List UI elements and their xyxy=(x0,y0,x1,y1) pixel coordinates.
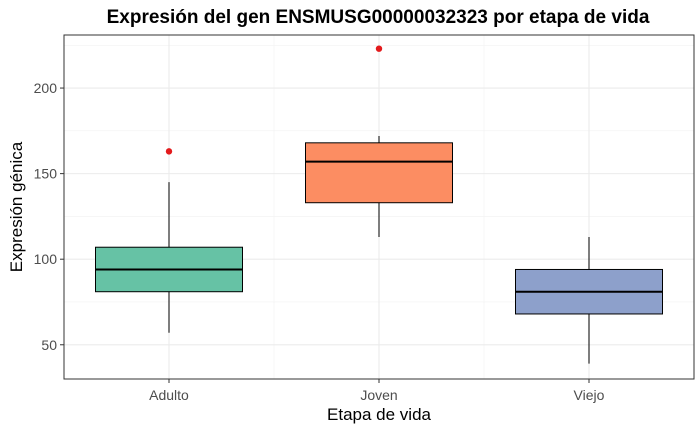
x-tick-label: Adulto xyxy=(149,387,189,403)
x-axis-title: Etapa de vida xyxy=(327,405,432,424)
y-tick-label: 150 xyxy=(34,166,58,182)
y-axis-title: Expresión génica xyxy=(7,141,26,272)
y-tick-label: 50 xyxy=(41,337,57,353)
outlier-point xyxy=(165,148,173,155)
y-tick-label: 200 xyxy=(34,80,58,96)
box-viejo xyxy=(515,236,663,364)
outlier-point xyxy=(375,45,383,52)
box-joven xyxy=(305,45,453,237)
x-tick-label: Viejo xyxy=(574,387,605,403)
y-axis: 50 100 150 200 xyxy=(34,80,64,353)
boxes-layer xyxy=(95,45,663,364)
y-tick-label: 100 xyxy=(34,251,58,267)
x-tick-label: Joven xyxy=(360,387,397,403)
box-adulto xyxy=(95,148,243,333)
chart-title: Expresión del gen ENSMUSG00000032323 por… xyxy=(107,7,650,28)
box-body xyxy=(305,142,453,204)
x-axis: Adulto Joven Viejo xyxy=(149,379,605,403)
